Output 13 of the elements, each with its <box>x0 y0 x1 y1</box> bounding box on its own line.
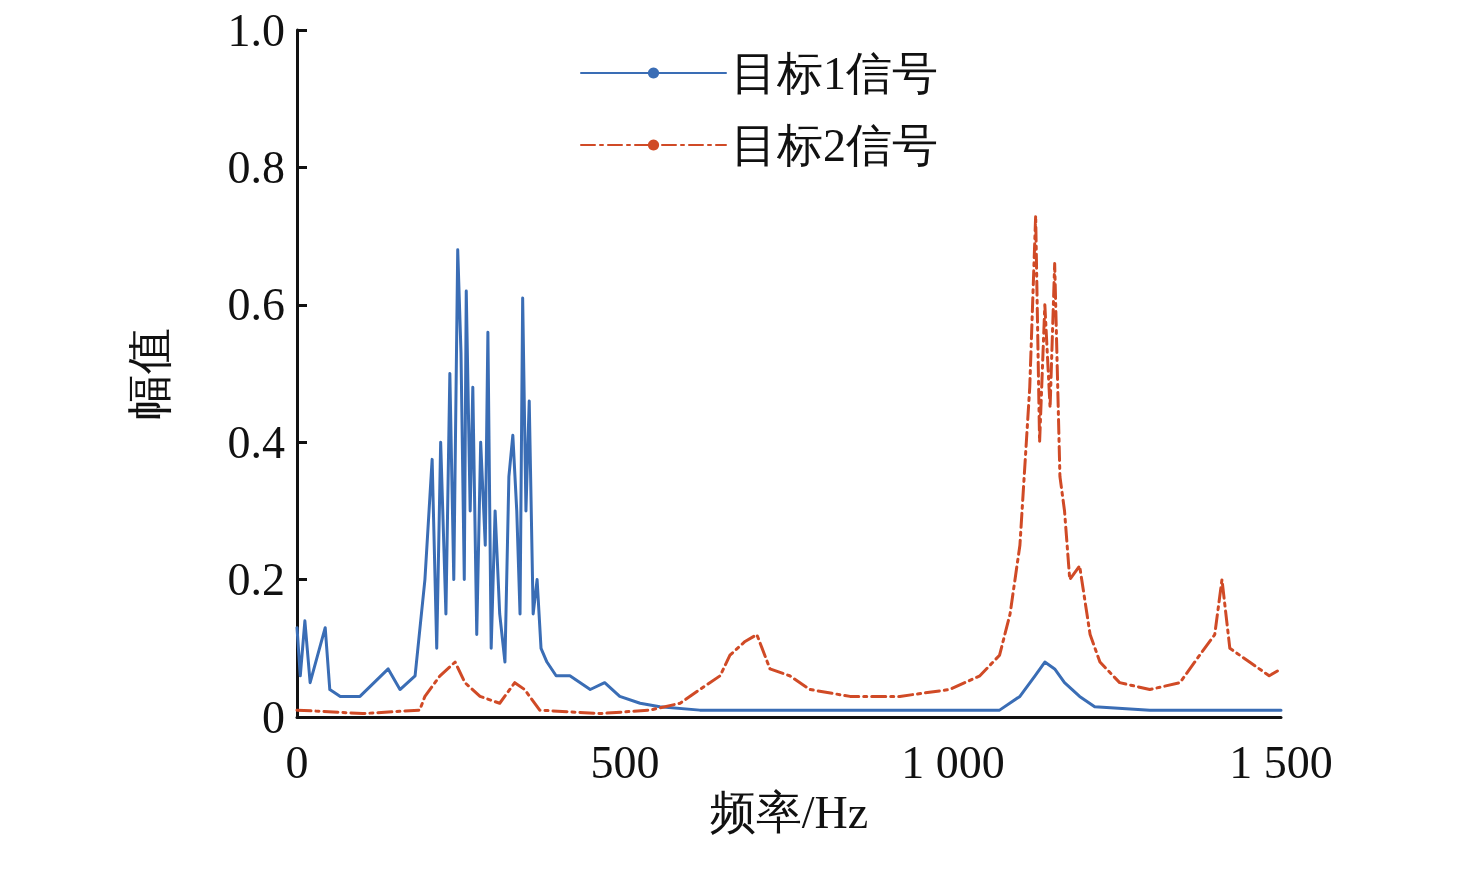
y-tick-label: 1.0 <box>227 4 285 56</box>
y-tick-label: 0.6 <box>227 279 285 331</box>
legend-label: 目标2信号 <box>731 119 938 171</box>
y-tick-label: 0.4 <box>227 416 285 468</box>
y-tick-label: 0.2 <box>227 554 285 606</box>
x-tick-label: 1 000 <box>901 736 1005 788</box>
y-tick-label: 0.8 <box>227 141 285 193</box>
y-axis-title: 幅值 <box>123 327 175 420</box>
x-tick-label: 1 500 <box>1229 736 1333 788</box>
legend-label: 目标1信号 <box>731 47 938 99</box>
x-axis-title: 频率/Hz <box>709 787 869 839</box>
y-tick-label: 0 <box>262 691 285 743</box>
x-tick-label: 500 <box>590 736 660 788</box>
